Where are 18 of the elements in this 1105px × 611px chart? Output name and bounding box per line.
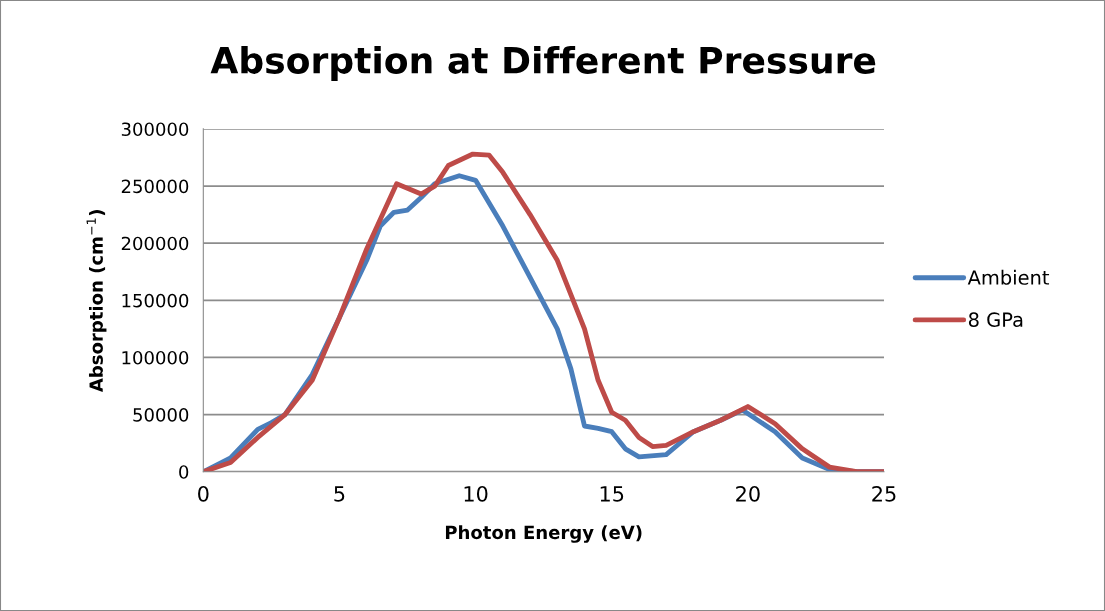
x-tick-label: 15 xyxy=(600,486,624,502)
y-tick-label: 0 xyxy=(179,465,189,479)
x-tick-label: 0 xyxy=(198,485,209,502)
x-tick-label: 5 xyxy=(334,486,345,502)
y-tick-label: 200000 xyxy=(121,236,189,251)
y-tick-label: 250000 xyxy=(121,179,189,194)
x-axis-title: Photon Energy (eV) xyxy=(445,525,642,543)
y-tick-label: 150000 xyxy=(122,293,189,308)
y-tick-label: 100000 xyxy=(122,350,189,365)
x-tick-label: 10 xyxy=(464,485,488,502)
legend-label: 8 GPa xyxy=(968,312,1023,328)
x-tick-label: 25 xyxy=(872,485,896,502)
legend-label: Ambient xyxy=(967,269,1050,285)
y-axis-title: Absorption (cm$^{−1}$) xyxy=(86,210,107,393)
chart-title: Absorption at Different Pressure xyxy=(210,45,876,81)
y-tick-label: 300000 xyxy=(121,122,189,137)
y-tick-label: 50000 xyxy=(133,408,189,422)
x-tick-label: 20 xyxy=(736,485,760,502)
